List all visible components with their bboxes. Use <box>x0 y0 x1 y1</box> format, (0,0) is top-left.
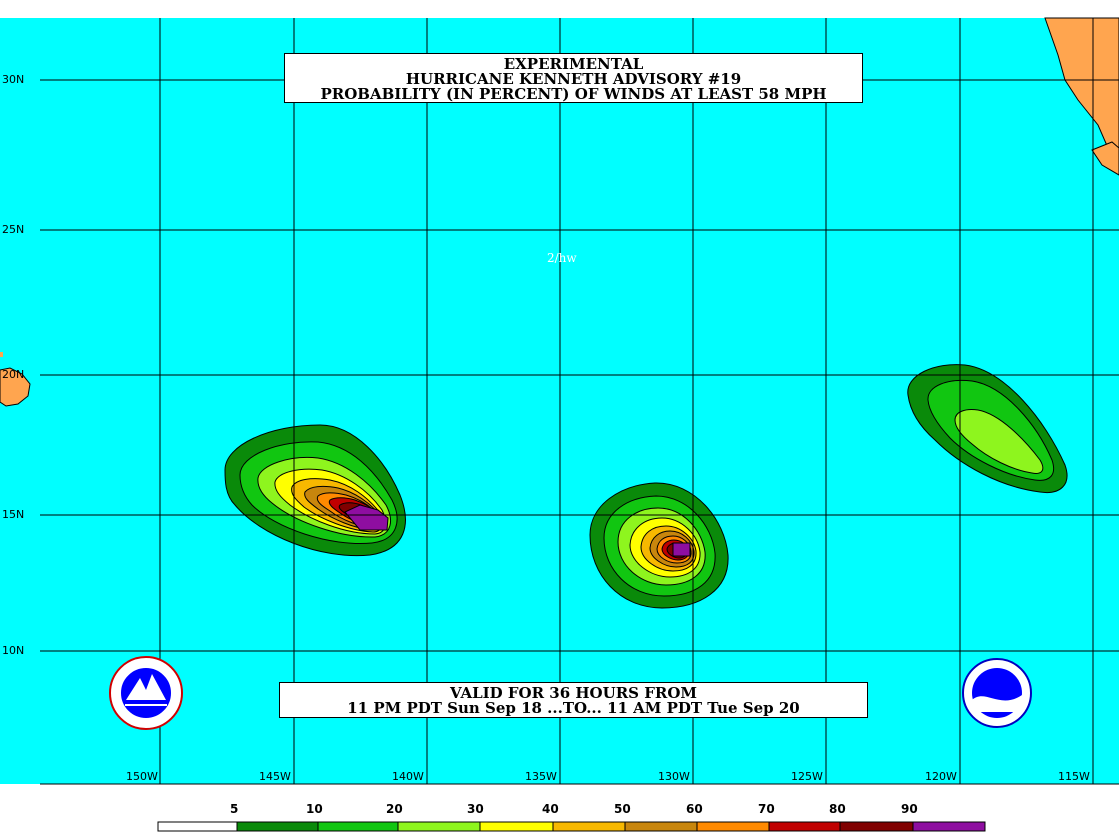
valid-period: VALID FOR 36 HOURS FROM 11 PM PDT Sun Se… <box>279 682 868 718</box>
map-title: EXPERIMENTAL HURRICANE KENNETH ADVISORY … <box>284 53 863 103</box>
legend-label: 20 <box>386 802 403 816</box>
legend-swatch <box>768 821 841 832</box>
legend-label: 10 <box>306 802 323 816</box>
map-grid <box>40 18 1119 784</box>
legend-swatch <box>624 821 698 832</box>
lon-label: 145W <box>259 770 291 783</box>
legend-swatch <box>839 821 914 832</box>
legend-swatch <box>479 821 554 832</box>
legend-swatch <box>912 821 986 832</box>
lon-label: 140W <box>392 770 424 783</box>
probability-contours-west <box>224 424 406 557</box>
legend-label: 80 <box>829 802 846 816</box>
lon-label: 150W <box>126 770 158 783</box>
lon-label: 130W <box>658 770 690 783</box>
lon-label: 125W <box>791 770 823 783</box>
legend-swatch <box>552 821 626 832</box>
legend-swatch <box>236 821 319 832</box>
probability-contours-east <box>907 364 1068 494</box>
legend-swatch <box>157 821 238 832</box>
probability-contours-center <box>589 482 729 609</box>
legend-label: 90 <box>901 802 918 816</box>
mexico-mainland-land <box>1091 141 1119 176</box>
valid-line-2: 11 PM PDT Sun Sep 18 ...TO... 11 AM PDT … <box>347 699 800 717</box>
map-annotation: 2/hw <box>547 251 577 265</box>
legend-label: 50 <box>614 802 631 816</box>
legend-label: 30 <box>467 802 484 816</box>
lat-label: 15N <box>2 508 25 521</box>
hawaii-islet <box>0 352 3 357</box>
baja-california-land <box>1044 17 1119 156</box>
legend-swatch <box>397 821 481 832</box>
legend-swatch <box>317 821 399 832</box>
legend-label: 70 <box>758 802 775 816</box>
lon-label: 115W <box>1058 770 1090 783</box>
legend-color-bar <box>157 821 986 832</box>
title-line-1: EXPERIMENTAL <box>503 55 644 73</box>
lat-label: 25N <box>2 223 25 236</box>
lat-label: 10N <box>2 644 25 657</box>
legend-label: 40 <box>542 802 559 816</box>
lon-label: 135W <box>525 770 557 783</box>
lat-label: 30N <box>2 73 25 86</box>
nws-logo-icon <box>109 656 183 730</box>
title-line-3: PROBABILITY (IN PERCENT) OF WINDS AT LEA… <box>320 85 827 103</box>
noaa-logo-icon <box>962 658 1032 728</box>
legend-label: 5 <box>230 802 239 816</box>
title-line-2: HURRICANE KENNETH ADVISORY #19 <box>405 70 742 88</box>
lat-label: 20N <box>2 368 25 381</box>
lon-label: 120W <box>925 770 957 783</box>
legend-label: 60 <box>686 802 703 816</box>
hawaii-land <box>0 367 31 407</box>
valid-line-1: VALID FOR 36 HOURS FROM <box>449 684 698 702</box>
legend-swatch <box>696 821 770 832</box>
